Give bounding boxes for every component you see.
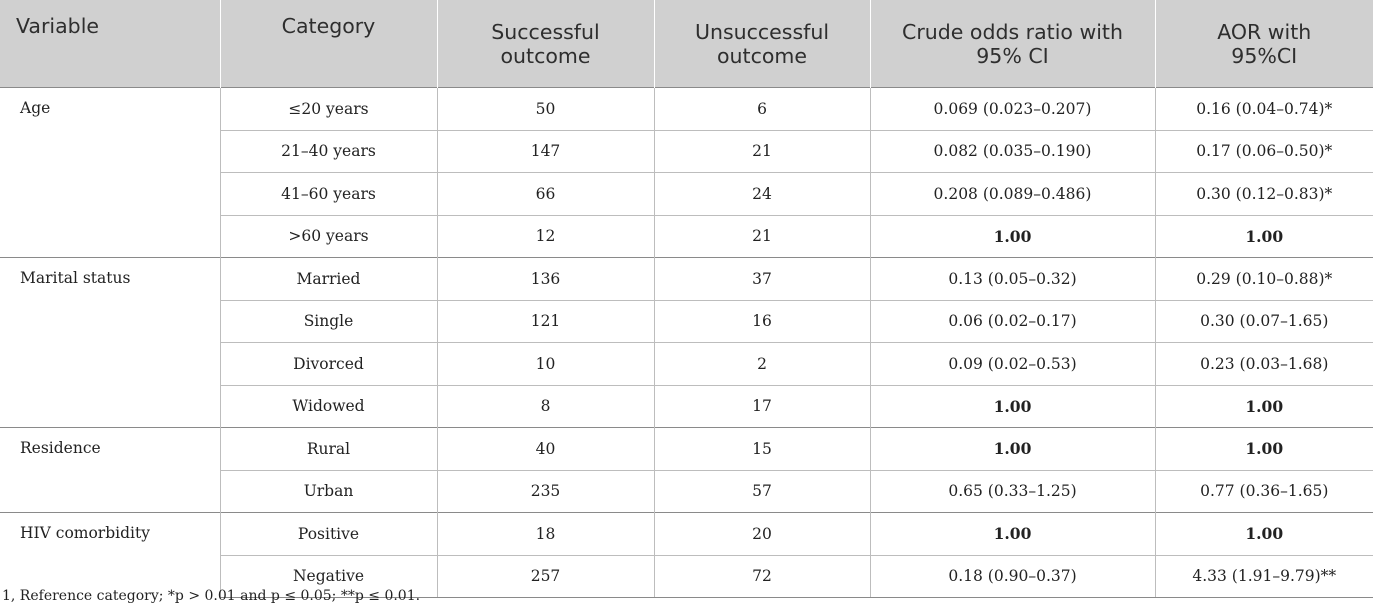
category-cell: Divorced: [219, 342, 437, 385]
table-row: HIV comorbidity Positive 18 20 1.00 1.00: [0, 512, 1373, 598]
aor-cell: 4.33 (1.91–9.79)**: [1154, 554, 1373, 598]
crude-cell: 0.09 (0.02–0.53): [869, 342, 1155, 385]
table-footnote: 1, Reference category; *p > 0.01 and p ≤…: [2, 588, 421, 604]
successful-cell: 121: [436, 299, 654, 343]
aor-cell: 0.77 (0.36–1.65): [1154, 469, 1373, 513]
unsuccessful-cell: 2: [653, 342, 870, 385]
aor-cell: 0.30 (0.07–1.65): [1154, 299, 1373, 343]
aor-cell: 0.23 (0.03–1.68): [1154, 342, 1373, 385]
table-row: Negative 257 72 0.18 (0.90–0.37) 4.33 (1.91–…: [0, 554, 1373, 598]
category-cell: ≤20 years: [219, 87, 437, 130]
unsuccessful-cell: 15: [653, 427, 870, 470]
crude-cell: 0.069 (0.023–0.207): [869, 87, 1155, 130]
crude-cell: 0.65 (0.33–1.25): [869, 469, 1155, 513]
category-cell: Married: [219, 257, 437, 300]
aor-cell: 1.00: [1154, 427, 1373, 470]
category-cell: 41–60 years: [219, 172, 437, 215]
successful-cell: 50: [436, 87, 654, 130]
crude-cell: 0.18 (0.90–0.37): [869, 554, 1155, 598]
table-container: Variable Category Successful outcome Unsu…: [0, 0, 1373, 598]
table-row: Divorced 10 2 0.09 (0.02–0.53) 0.23 (0.03–1.…: [0, 342, 1373, 385]
table-row: Residence Rural 40 15 1.00 1.00: [0, 427, 1373, 513]
crude-cell: 0.13 (0.05–0.32): [869, 257, 1155, 300]
category-cell: Single: [219, 299, 437, 343]
successful-cell: 8: [436, 384, 654, 428]
table-row: Marital status Married 136 37 0.13 (0.05–0.3…: [0, 257, 1373, 428]
aor-cell: 0.16 (0.04–0.74)*: [1154, 87, 1373, 130]
category-cell: Negative: [219, 554, 437, 598]
successful-cell: 12: [436, 214, 654, 258]
category-cell: Urban: [219, 469, 437, 513]
variable-cell: Residence: [0, 427, 220, 513]
table-body: Age ≤20 years 50 6 0.069 (0.023–0.207) 0.16 (…: [0, 87, 1373, 598]
table-row: Single 121 16 0.06 (0.02–0.17) 0.30 (0.07–1.…: [0, 299, 1373, 343]
crude-cell: 1.00: [869, 384, 1155, 428]
table-header: Variable Category Successful outcome Unsu…: [0, 0, 1373, 88]
aor-cell: 1.00: [1154, 214, 1373, 258]
aor-cell: 0.30 (0.12–0.83)*: [1154, 172, 1373, 215]
unsuccessful-cell: 16: [653, 299, 870, 343]
successful-cell: 10: [436, 342, 654, 385]
table-row: Widowed 8 17 1.00 1.00: [0, 384, 1373, 428]
unsuccessful-cell: 57: [653, 469, 870, 513]
unsuccessful-cell: 20: [653, 512, 870, 555]
aor-cell: 0.29 (0.10–0.88)*: [1154, 257, 1373, 300]
header-crude-odds-ratio: Crude odds ratio with 95% CI: [869, 0, 1155, 88]
aor-cell: 1.00: [1154, 384, 1373, 428]
successful-cell: 257: [436, 554, 654, 598]
unsuccessful-cell: 24: [653, 172, 870, 215]
crude-cell: 0.06 (0.02–0.17): [869, 299, 1155, 343]
header-unsuccessful-outcome: Unsuccessful outcome: [653, 0, 870, 88]
crude-cell: 1.00: [869, 214, 1155, 258]
successful-cell: 235: [436, 469, 654, 513]
unsuccessful-cell: 37: [653, 257, 870, 300]
header-successful-outcome: Successful outcome: [436, 0, 654, 88]
table-row: Urban 235 57 0.65 (0.33–1.25) 0.77 (0.36–1.6…: [0, 469, 1373, 513]
crude-cell: 0.082 (0.035–0.190): [869, 129, 1155, 173]
table-row: 41–60 years 66 24 0.208 (0.089–0.486) 0.30 (…: [0, 172, 1373, 215]
crude-cell: 1.00: [869, 427, 1155, 470]
table-row: Age ≤20 years 50 6 0.069 (0.023–0.207) 0.16 (…: [0, 87, 1373, 258]
header-row: Variable Category Successful outcome Unsu…: [0, 0, 1373, 88]
unsuccessful-cell: 21: [653, 214, 870, 258]
header-variable: Variable: [0, 0, 220, 88]
unsuccessful-cell: 17: [653, 384, 870, 428]
odds-ratio-table: Variable Category Successful outcome Unsu…: [0, 0, 1373, 598]
variable-cell: Age: [0, 87, 220, 258]
category-cell: Positive: [219, 512, 437, 555]
successful-cell: 136: [436, 257, 654, 300]
unsuccessful-cell: 72: [653, 554, 870, 598]
table-row: 21–40 years 147 21 0.082 (0.035–0.190) 0.17 …: [0, 129, 1373, 173]
crude-cell: 1.00: [869, 512, 1155, 555]
aor-cell: 1.00: [1154, 512, 1373, 555]
aor-cell: 0.17 (0.06–0.50)*: [1154, 129, 1373, 173]
successful-cell: 66: [436, 172, 654, 215]
category-cell: 21–40 years: [219, 129, 437, 173]
successful-cell: 18: [436, 512, 654, 555]
crude-cell: 0.208 (0.089–0.486): [869, 172, 1155, 215]
variable-cell: Marital status: [0, 257, 220, 428]
header-category: Category: [219, 0, 437, 88]
category-cell: Widowed: [219, 384, 437, 428]
table-row: >60 years 12 21 1.00 1.00: [0, 214, 1373, 258]
unsuccessful-cell: 21: [653, 129, 870, 173]
header-aor: AOR with 95%CI: [1154, 0, 1373, 88]
variable-cell: HIV comorbidity: [0, 512, 220, 598]
category-cell: Rural: [219, 427, 437, 470]
category-cell: >60 years: [219, 214, 437, 258]
unsuccessful-cell: 6: [653, 87, 870, 130]
successful-cell: 147: [436, 129, 654, 173]
successful-cell: 40: [436, 427, 654, 470]
